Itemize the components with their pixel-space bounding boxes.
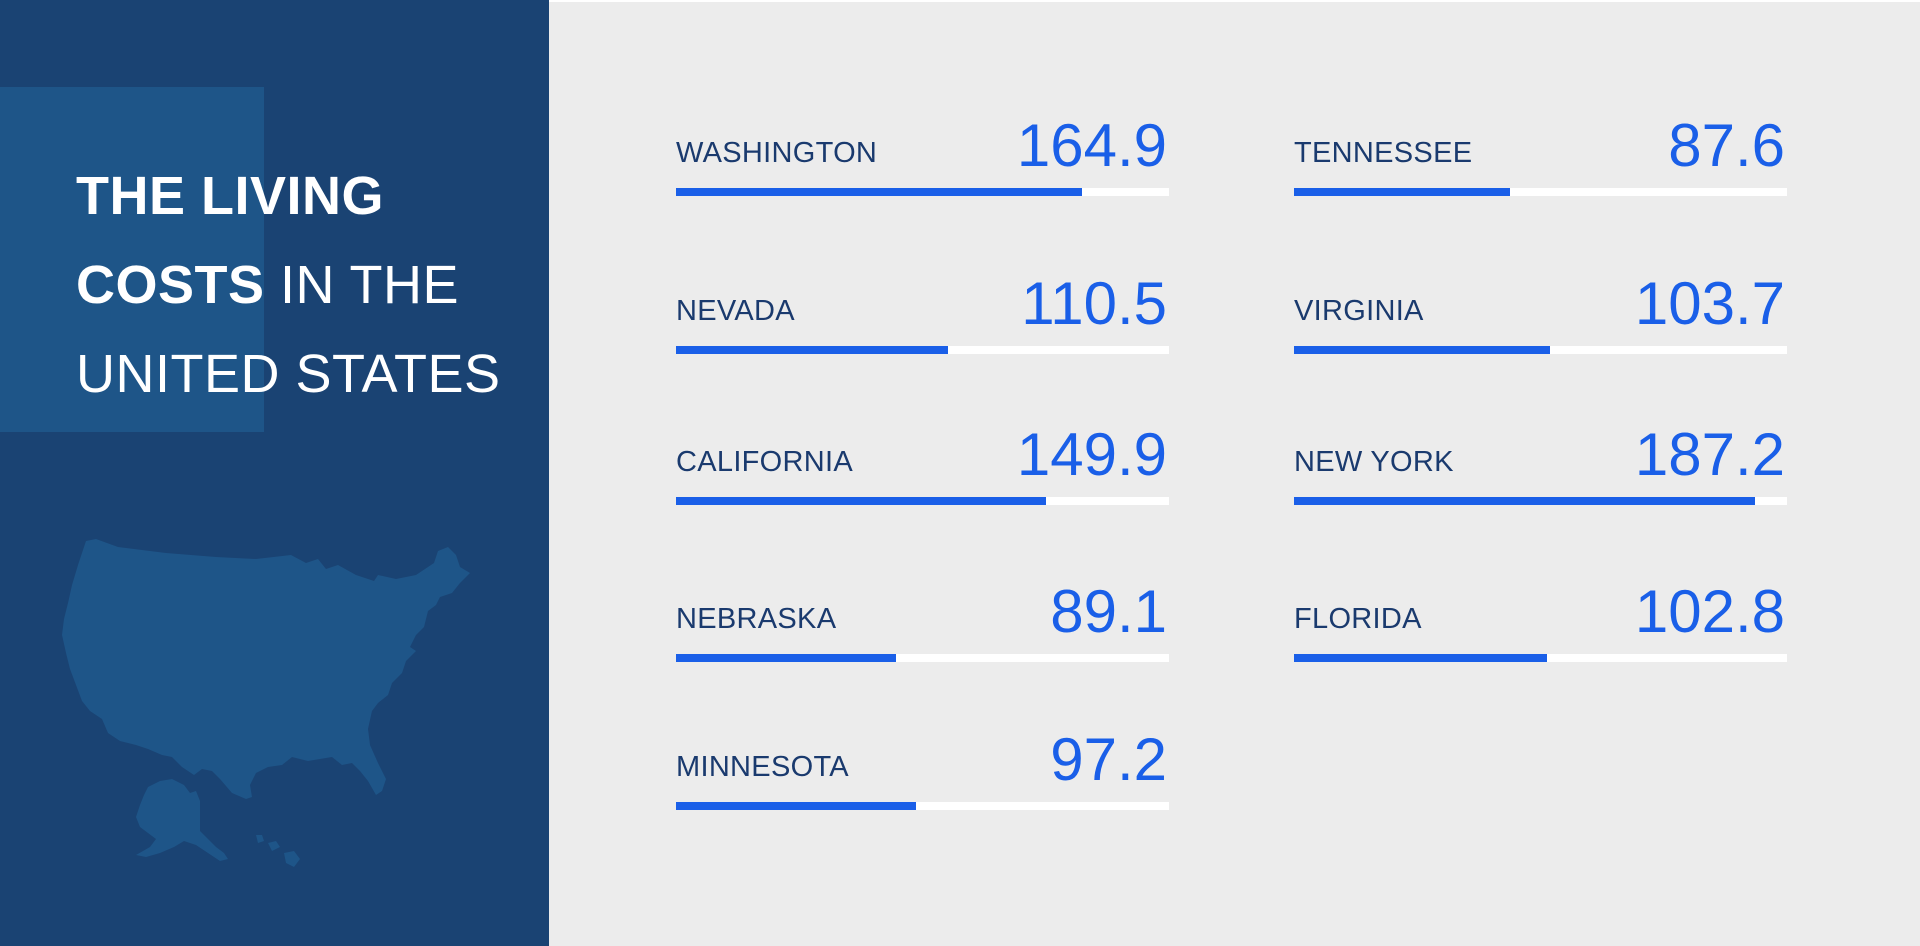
title-accent-block <box>0 87 264 432</box>
bar-item: NEVADA 110.5 <box>676 258 1171 354</box>
bar-item: CALIFORNIA 149.9 <box>676 409 1171 505</box>
title-line-2-light: IN THE <box>264 255 460 315</box>
bar-track <box>1294 188 1787 196</box>
bar-label: TENNESSEE <box>1294 137 1473 169</box>
bar-value: 102.8 <box>1634 578 1785 645</box>
bar-item: VIRGINIA 103.7 <box>1294 258 1789 354</box>
bar-label: MINNESOTA <box>676 751 849 783</box>
bar-value: 110.5 <box>1021 270 1167 337</box>
bar-track <box>1294 497 1787 505</box>
usa-map-icon <box>62 539 470 867</box>
bar-item: WASHINGTON 164.9 <box>676 100 1171 196</box>
page-title: THE LIVING COSTS IN THE UNITED STATES <box>76 152 536 419</box>
bar-item: NEBRASKA 89.1 <box>676 566 1171 662</box>
bar-track <box>676 497 1169 505</box>
bar-fill <box>676 188 1082 196</box>
bar-fill <box>676 802 916 810</box>
bar-value: 87.6 <box>1668 112 1785 179</box>
bar-value: 97.2 <box>1050 726 1167 793</box>
title-line-1: THE LIVING <box>76 166 385 226</box>
bar-value: 187.2 <box>1634 421 1785 488</box>
bar-label: NEBRASKA <box>676 603 837 635</box>
bar-fill <box>1294 654 1547 662</box>
bar-fill <box>676 497 1046 505</box>
bar-track <box>676 802 1169 810</box>
title-line-3: UNITED STATES <box>76 344 501 404</box>
bar-track <box>676 188 1169 196</box>
bar-label: VIRGINIA <box>1294 295 1424 327</box>
bar-fill <box>676 346 948 354</box>
bar-item: FLORIDA 102.8 <box>1294 566 1789 662</box>
top-divider <box>549 0 1920 2</box>
bar-track <box>676 654 1169 662</box>
bar-label: NEVADA <box>676 295 795 327</box>
bar-value: 89.1 <box>1050 578 1167 645</box>
bar-fill <box>1294 346 1550 354</box>
bar-fill <box>1294 188 1510 196</box>
title-panel: THE LIVING COSTS IN THE UNITED STATES <box>0 0 549 946</box>
bar-fill <box>1294 497 1755 505</box>
title-line-2-bold: COSTS <box>76 255 265 315</box>
bar-value: 103.7 <box>1634 270 1785 337</box>
bar-item: TENNESSEE 87.6 <box>1294 100 1789 196</box>
bar-track <box>676 346 1169 354</box>
bar-item: NEW YORK 187.2 <box>1294 409 1789 505</box>
bar-fill <box>676 654 896 662</box>
bar-value: 149.9 <box>1016 421 1167 488</box>
bar-track <box>1294 346 1787 354</box>
bar-item: MINNESOTA 97.2 <box>676 714 1171 810</box>
bar-track <box>1294 654 1787 662</box>
bar-label: FLORIDA <box>1294 603 1422 635</box>
bar-label: CALIFORNIA <box>676 446 854 478</box>
bar-label: WASHINGTON <box>676 137 878 169</box>
bar-value: 164.9 <box>1016 112 1167 179</box>
bar-label: NEW YORK <box>1294 446 1454 478</box>
